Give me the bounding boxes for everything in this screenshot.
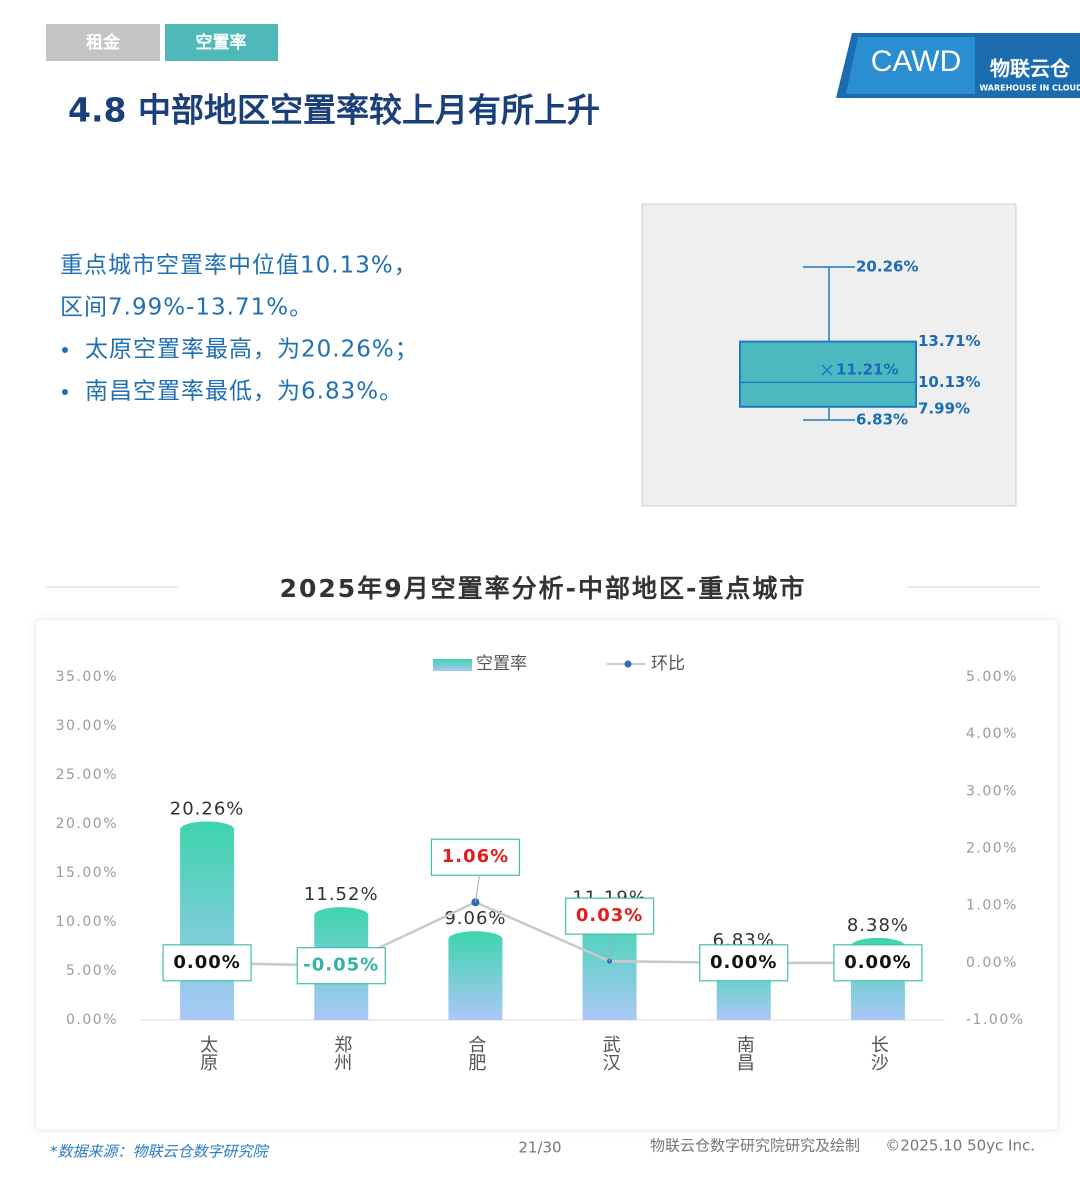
y-tick-label: 15.00% [56, 865, 118, 881]
mean-marker [821, 364, 833, 376]
legend-label: 环比 [651, 654, 685, 674]
y-tick-label: 25.00% [56, 767, 118, 783]
x-tick-label: 合肥 [465, 1035, 486, 1071]
bar [582, 910, 637, 1020]
mean-label: 11.21% [836, 361, 898, 379]
tab[interactable] [46, 24, 160, 61]
label-box [699, 944, 789, 982]
y-tick-label: 30.00% [56, 718, 118, 734]
bar-value-label: 11.52% [304, 884, 379, 905]
label-box [296, 947, 386, 985]
y2-tick-label: -1.00% [966, 1012, 1025, 1028]
bullet-dot [62, 347, 68, 353]
bar-value-label: 20.26% [170, 798, 245, 819]
footer-credit: 物联云仓数字研究院研究及绘制 [650, 1137, 860, 1155]
x-tick-label: 武汉 [600, 1035, 621, 1071]
y2-tick-label: 4.00% [966, 726, 1018, 742]
line-value-label: 0.03% [576, 905, 643, 926]
bullet-dot [62, 389, 68, 395]
legend-swatch [433, 659, 472, 671]
label-connector [474, 875, 480, 903]
bar [180, 821, 235, 1020]
line-value-label: -0.05% [303, 955, 379, 976]
x-tick-label: 郑州 [331, 1035, 352, 1071]
chart-title: 2025年9月空置率分析-中部地区-重点城市 [280, 574, 807, 603]
y2-tick-label: 1.00% [966, 898, 1018, 914]
legend-label: 空置率 [476, 654, 527, 674]
bullet: 太原空置率最高，为20.26%； [85, 337, 419, 363]
y2-tick-label: 3.00% [966, 783, 1018, 799]
y-tick-label: 10.00% [56, 914, 118, 930]
footer-copyright: ©2025.10 50yc Inc. [885, 1137, 1035, 1155]
page-title: 4.8 中部地区空置率较上月有所上升 [68, 91, 600, 130]
footer-source: *数据来源：物联云仓数字研究院 [50, 1143, 270, 1161]
bar-value-label: 8.38% [847, 915, 909, 936]
y2-tick-label: 2.00% [966, 841, 1018, 857]
label-box [162, 944, 252, 982]
bar-value-label: 9.06% [444, 908, 506, 929]
summary-line: 区间7.99%-13.71%。 [60, 295, 313, 321]
y2-tick-label: 0.00% [966, 955, 1018, 971]
q1-label: 7.99% [918, 399, 970, 417]
label-box [564, 897, 655, 935]
line-value-label: 1.06% [442, 846, 509, 867]
tab-label[interactable]: 空置率 [196, 32, 247, 53]
y-tick-label: 20.00% [56, 816, 118, 832]
x-tick-label: 南昌 [734, 1035, 755, 1071]
line-value-label: 0.00% [844, 952, 911, 973]
logo-brand: 物联云仓 [990, 57, 1071, 81]
page-number: 21/30 [518, 1139, 561, 1157]
chart-title-bg [178, 566, 908, 616]
tab[interactable] [165, 24, 278, 61]
logo-brand-en: WAREHOUSE IN CLOUD [979, 84, 1080, 93]
summary-line: 重点城市空置率中位值10.13%， [60, 253, 418, 279]
combo-chart: 0.00% 5.00% 10.00% 15.00% 20.00% 25.00% 30.00%… [56, 654, 1025, 1071]
max-label: 20.26% [856, 258, 918, 276]
y-tick-label: 35.00% [56, 669, 118, 685]
tab-label[interactable]: 租金 [86, 32, 121, 53]
bullet: 南昌空置率最低，为6.83%。 [85, 379, 403, 405]
box [739, 340, 917, 408]
logo-name: CAWD [871, 45, 962, 78]
q3-label: 13.71% [918, 332, 980, 350]
line-value-label: 0.00% [173, 952, 240, 973]
y-tick-label: 5.00% [66, 963, 118, 979]
x-tick-label: 长沙 [868, 1035, 889, 1071]
box-plot: 11.21% 20.26% 6.83% 13.71% 10.13% 7.99% [739, 258, 980, 429]
y2-tick-label: 5.00% [966, 669, 1018, 685]
min-label: 6.83% [856, 411, 908, 429]
label-box [430, 838, 521, 876]
x-tick-label: 太原 [197, 1035, 218, 1071]
label-box [833, 944, 923, 982]
median-label: 10.13% [918, 373, 980, 391]
bar [448, 931, 503, 1020]
logo-panel [846, 37, 975, 94]
legend-marker [624, 660, 632, 668]
label-connector [609, 934, 615, 962]
y-tick-label: 0.00% [66, 1012, 118, 1028]
line-value-label: 0.00% [710, 952, 777, 973]
